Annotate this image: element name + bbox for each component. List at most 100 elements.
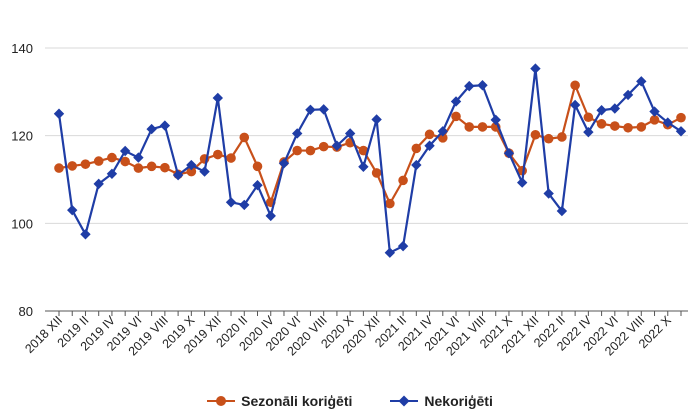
data-point[interactable]	[649, 106, 660, 117]
data-point[interactable]	[503, 148, 515, 159]
data-point[interactable]	[556, 205, 568, 217]
data-point[interactable]	[186, 166, 197, 177]
data-point[interactable]	[398, 175, 408, 186]
data-point[interactable]	[106, 168, 118, 180]
data-point[interactable]	[662, 117, 673, 128]
data-point[interactable]	[80, 159, 91, 169]
y-axis: 80 100 120 140	[11, 41, 33, 319]
data-point[interactable]	[54, 163, 64, 173]
data-point[interactable]	[119, 145, 131, 157]
data-point[interactable]	[397, 240, 409, 252]
data-point[interactable]	[385, 198, 395, 209]
series-unadjusted	[53, 63, 687, 258]
data-point[interactable]	[636, 122, 647, 132]
data-point[interactable]	[172, 169, 184, 181]
data-point[interactable]	[199, 166, 210, 177]
data-point[interactable]	[450, 96, 462, 107]
data-point[interactable]	[67, 204, 78, 216]
y-tick-label: 80	[19, 304, 33, 319]
data-point[interactable]	[67, 161, 78, 171]
data-point[interactable]	[477, 80, 488, 91]
legend-item-unadjusted[interactable]: Nekoriģēti	[390, 393, 493, 409]
data-point[interactable]	[318, 104, 329, 115]
legend: Sezonāli koriģēti Nekoriģēti	[0, 390, 700, 412]
data-point[interactable]	[252, 161, 263, 172]
data-point[interactable]	[305, 104, 316, 116]
data-point[interactable]	[212, 92, 224, 104]
data-point[interactable]	[80, 229, 91, 240]
data-point[interactable]	[609, 103, 621, 114]
data-point[interactable]	[490, 114, 501, 126]
data-point[interactable]	[213, 149, 223, 160]
data-point[interactable]	[146, 161, 157, 172]
data-point[interactable]	[252, 179, 263, 191]
data-point[interactable]	[107, 152, 117, 163]
data-point[interactable]	[464, 122, 475, 132]
data-point[interactable]	[133, 152, 144, 163]
legend-item-seasonally-adjusted[interactable]: Sezonāli koriģēti	[207, 393, 352, 409]
data-point[interactable]	[120, 156, 130, 167]
grid-lines	[45, 47, 688, 312]
data-point[interactable]	[292, 145, 303, 156]
y-tick-label: 120	[11, 129, 33, 144]
data-point[interactable]	[622, 89, 634, 101]
data-point[interactable]	[543, 188, 554, 199]
data-point[interactable]	[649, 115, 660, 125]
data-point[interactable]	[371, 114, 382, 125]
data-point[interactable]	[331, 140, 343, 151]
data-point[interactable]	[516, 177, 528, 188]
data-point[interactable]	[344, 128, 356, 139]
data-point[interactable]	[160, 162, 170, 173]
data-point[interactable]	[424, 129, 435, 140]
data-point[interactable]	[292, 128, 303, 139]
data-point[interactable]	[146, 123, 157, 135]
data-point[interactable]	[543, 133, 554, 144]
data-point[interactable]	[53, 108, 65, 119]
data-point[interactable]	[239, 132, 250, 143]
data-point[interactable]	[411, 159, 422, 171]
data-point[interactable]	[675, 126, 687, 137]
data-point[interactable]	[583, 126, 594, 138]
legend-swatch-unadjusted	[390, 395, 419, 407]
data-point[interactable]	[477, 122, 488, 132]
data-point[interactable]	[358, 145, 369, 156]
data-point[interactable]	[623, 122, 633, 133]
data-point[interactable]	[424, 140, 435, 151]
data-point[interactable]	[676, 112, 686, 123]
data-point[interactable]	[93, 156, 104, 166]
data-point[interactable]	[557, 132, 567, 142]
y-tick-label: 100	[11, 216, 33, 231]
data-point[interactable]	[159, 120, 171, 131]
data-point[interactable]	[636, 76, 647, 87]
data-point[interactable]	[358, 161, 369, 172]
data-point[interactable]	[226, 153, 236, 163]
data-point[interactable]	[464, 80, 475, 92]
data-point[interactable]	[265, 210, 276, 222]
data-point[interactable]	[596, 119, 607, 129]
x-tick-label: 2018 XII	[22, 313, 65, 356]
data-point[interactable]	[278, 158, 290, 169]
data-point[interactable]	[93, 178, 104, 190]
data-point[interactable]	[530, 63, 541, 74]
data-point[interactable]	[596, 105, 607, 116]
data-point[interactable]	[570, 80, 580, 91]
data-point[interactable]	[186, 159, 197, 171]
legend-label-seasonally-adjusted: Sezonāli koriģēti	[241, 393, 353, 409]
legend-swatch-seasonally-adjusted	[207, 396, 236, 406]
data-point[interactable]	[411, 143, 422, 154]
data-point[interactable]	[530, 129, 541, 140]
data-point[interactable]	[569, 99, 581, 111]
data-point[interactable]	[239, 199, 250, 211]
data-point[interactable]	[384, 247, 396, 258]
data-point[interactable]	[437, 126, 448, 137]
data-point[interactable]	[318, 141, 329, 152]
data-point[interactable]	[451, 111, 461, 122]
data-point[interactable]	[610, 121, 620, 131]
data-point[interactable]	[225, 197, 237, 208]
data-point[interactable]	[305, 145, 316, 156]
data-point[interactable]	[583, 112, 594, 123]
data-point[interactable]	[371, 168, 382, 178]
data-point[interactable]	[133, 163, 144, 173]
